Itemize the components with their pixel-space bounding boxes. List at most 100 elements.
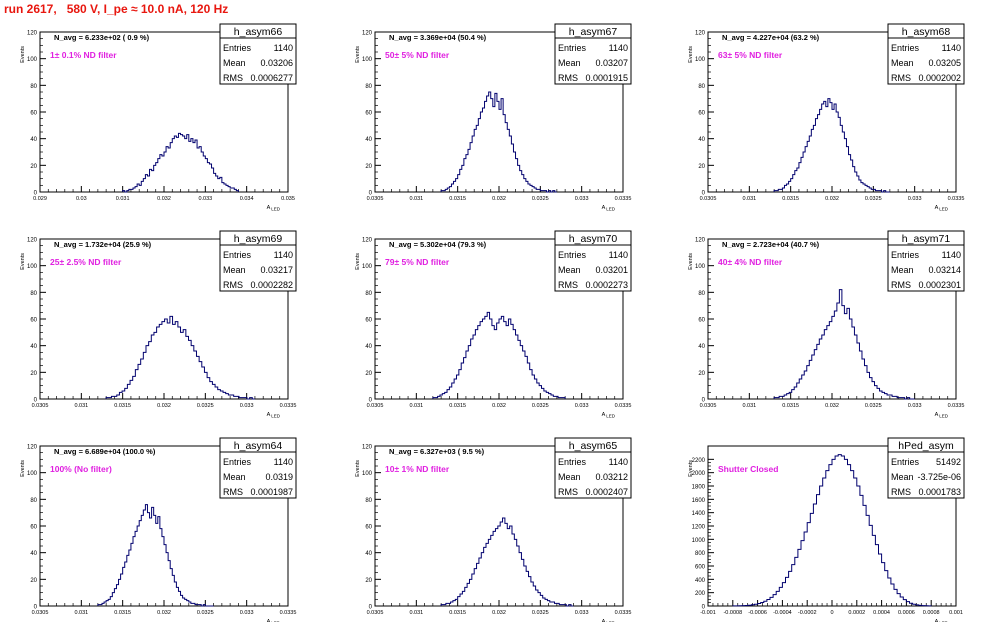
stats-value-entries: 1140 [609, 457, 628, 467]
y-tick-label: 120 [362, 445, 373, 451]
x-tick-label: 0.0315 [782, 403, 799, 409]
y-tick-label: 120 [695, 31, 706, 37]
x-axis-title: ALED [267, 412, 281, 419]
y-tick-label: 80 [30, 291, 37, 297]
y-tick-label: 120 [27, 445, 38, 451]
y-tick-label: 0 [369, 191, 373, 197]
stats-value-rms: 0.0002301 [918, 280, 961, 290]
x-tick-label: 0.031 [409, 196, 423, 202]
x-tick-label: 0.001 [949, 610, 963, 616]
x-tick-label: 0.033 [908, 403, 922, 409]
y-tick-label: 1600 [692, 498, 706, 504]
y-tick-label: 40 [365, 137, 372, 143]
x-axis-title: ALED [267, 619, 281, 622]
x-axis-title: ALED [267, 205, 281, 212]
x-tick-label: 0.0335 [615, 610, 632, 616]
y-tick-label: 100 [27, 57, 38, 63]
x-tick-label: 0.032 [825, 196, 839, 202]
stats-title: hPed_asym [898, 440, 954, 452]
x-tick-label: 0.0315 [114, 403, 131, 409]
y-axis-title: Events [688, 460, 694, 477]
stats-value-rms: 0.0001987 [250, 487, 293, 497]
x-tick-label: 0.033 [908, 196, 922, 202]
y-tick-label: 1400 [692, 511, 706, 517]
stats-box [887, 230, 965, 292]
stats-value-rms: 0.0002282 [250, 280, 293, 290]
y-tick-label: 2000 [692, 471, 706, 477]
navg-label: N_avg = 6.233e+02 ( 0.9 %) [54, 33, 150, 42]
histogram-panel-h_asym64: 0 20 40 60 80 100 120 0.0305 0.031 0.0315 0.032 0.0… [20, 437, 297, 622]
x-tick-label: 0.0305 [367, 196, 384, 202]
stats-value-rms: 0.0002273 [585, 280, 628, 290]
filter-label: 25± 2.5% ND filter [50, 257, 122, 267]
stats-title: h_asym68 [902, 26, 951, 38]
stats-label-mean: Mean [891, 265, 914, 275]
stats-label-entries: Entries [558, 250, 587, 260]
stats-label-mean: Mean [891, 472, 914, 482]
y-axis-title: Events [355, 46, 361, 63]
stats-label-entries: Entries [223, 250, 252, 260]
x-tick-label: 0.0305 [367, 610, 384, 616]
x-tick-label: 0.0335 [280, 403, 297, 409]
y-tick-label: 0 [369, 605, 373, 611]
filter-label: 100% (No filter) [50, 464, 112, 474]
histogram-line [732, 454, 932, 607]
x-tick-label: 0.032 [157, 196, 171, 202]
stats-label-mean: Mean [223, 58, 246, 68]
y-tick-label: 1200 [692, 525, 706, 531]
stats-label-rms: RMS [558, 487, 578, 497]
stats-value-entries: 1140 [609, 43, 628, 53]
x-tick-label: 0.0335 [948, 403, 965, 409]
y-tick-label: 60 [698, 111, 705, 117]
stats-label-entries: Entries [891, 457, 920, 467]
filter-label: 40± 4% ND filter [718, 257, 783, 267]
y-tick-label: 600 [695, 565, 706, 571]
x-tick-label: 0.0305 [32, 403, 49, 409]
stats-title: h_asym70 [569, 233, 618, 245]
x-axis-title: ALED [602, 619, 616, 622]
x-tick-label: 0.032 [492, 403, 506, 409]
stats-box [887, 437, 965, 499]
x-tick-label: 0.0305 [700, 196, 717, 202]
histogram-line [773, 289, 915, 400]
histogram-line [773, 98, 890, 193]
stats-value-mean: -3.725e-06 [917, 472, 961, 482]
x-tick-label: 0.0305 [367, 403, 384, 409]
x-tick-label: 0.0315 [114, 610, 131, 616]
x-tick-label: -0.0004 [773, 610, 792, 616]
stats-value-rms: 0.0002002 [918, 73, 961, 83]
x-tick-label: 0.032 [492, 196, 506, 202]
x-axis-title: ALED [602, 412, 616, 419]
x-tick-label: 0.0335 [280, 610, 297, 616]
y-tick-label: 120 [27, 31, 38, 37]
y-tick-label: 40 [30, 344, 37, 350]
x-axis-title-subscript: LED [271, 414, 281, 419]
filter-label: 10± 1% ND filter [385, 464, 450, 474]
histogram-line [440, 517, 574, 607]
stats-label-entries: Entries [558, 43, 587, 53]
x-tick-label: -0.0008 [723, 610, 742, 616]
x-tick-label: 0.033 [575, 610, 589, 616]
y-tick-label: 20 [30, 578, 37, 584]
stats-label-entries: Entries [891, 43, 920, 53]
x-axis-title: ALED [935, 412, 949, 419]
x-tick-label: 0.032 [492, 610, 506, 616]
stats-value-entries: 51492 [936, 457, 961, 467]
y-tick-label: 100 [695, 57, 706, 63]
y-tick-label: 0 [34, 605, 38, 611]
stats-value-mean: 0.03205 [928, 58, 961, 68]
x-tick-label: 0.03 [76, 196, 87, 202]
y-tick-label: 20 [698, 371, 705, 377]
y-axis-title: Events [20, 46, 26, 63]
navg-label: N_avg = 1.732e+04 (25.9 %) [54, 240, 152, 249]
x-tick-label: -0.001 [700, 610, 716, 616]
stats-value-mean: 0.03214 [928, 265, 961, 275]
filter-label: Shutter Closed [718, 464, 778, 474]
y-tick-label: 100 [362, 264, 373, 270]
x-tick-label: 0.0325 [197, 403, 214, 409]
stats-box [219, 437, 297, 499]
stats-value-entries: 1140 [942, 43, 961, 53]
histogram-panel-h_asym66: 0 20 40 60 80 100 120 0.029 0.03 0.031 0.032 0.033 0… [20, 23, 297, 212]
stats-label-mean: Mean [223, 472, 246, 482]
